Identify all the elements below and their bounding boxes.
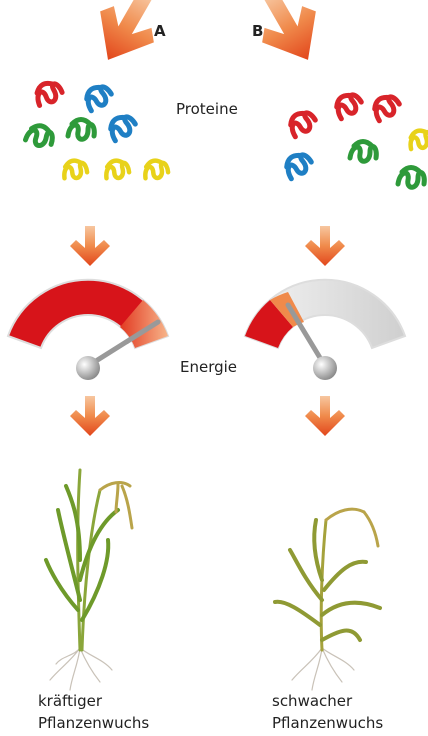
gauge-right: [243, 278, 407, 380]
gauge-left: [6, 278, 170, 380]
arrow: [70, 396, 110, 436]
label-b: B: [252, 22, 263, 40]
caption-left: kräftiger: [38, 692, 103, 710]
arrow: [70, 226, 110, 266]
plant-strong: [44, 468, 134, 691]
proteins-right: [281, 89, 428, 187]
caption-right: Pflanzenwuchs: [272, 714, 383, 732]
caption-right: schwacher: [272, 692, 353, 710]
proteins-label: Proteine: [176, 100, 238, 118]
caption-left: Pflanzenwuchs: [38, 714, 149, 732]
proteins-left: [25, 78, 169, 181]
arrow: [305, 396, 345, 436]
energy-label: Energie: [180, 358, 237, 376]
label-a: A: [154, 22, 166, 40]
plant-weak: [273, 507, 382, 691]
arrow: [305, 226, 345, 266]
